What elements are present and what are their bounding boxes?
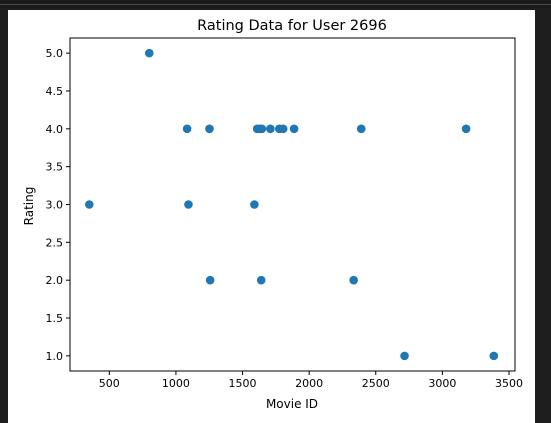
data-point — [278, 124, 288, 134]
x-tick-label: 1000 — [162, 377, 190, 390]
data-point — [489, 351, 499, 361]
figure-canvas: Rating Data for User 2696 500 1000 1500 200… — [8, 10, 535, 423]
window-top-border — [0, 4, 551, 5]
axes-frame — [69, 37, 516, 372]
data-point — [144, 48, 154, 58]
x-tick-label: 1500 — [229, 377, 257, 390]
data-point — [182, 124, 192, 134]
y-tick-label: 2.5 — [46, 236, 64, 249]
data-point — [266, 124, 275, 134]
chart-title: Rating Data for User 2696 — [197, 18, 387, 34]
data-point — [205, 275, 215, 285]
x-tick-label: 2500 — [362, 377, 390, 390]
y-tick-label: 1.0 — [46, 350, 64, 363]
data-point — [356, 124, 366, 134]
y-tick-label: 3.5 — [46, 161, 64, 174]
x-axis-label: Movie ID — [266, 397, 318, 411]
data-point — [256, 275, 266, 285]
y-tick-label: 2.0 — [46, 274, 64, 287]
scatter-chart: Rating Data for User 2696 500 1000 1500 200… — [22, 18, 524, 411]
y-tick-label: 1.5 — [46, 312, 64, 325]
y-tick-label: 5.0 — [46, 47, 64, 60]
y-tick-label: 4.0 — [46, 123, 64, 136]
x-tick-label: 3000 — [428, 377, 456, 390]
data-point — [289, 124, 299, 134]
data-point — [461, 124, 471, 134]
data-point — [184, 200, 193, 209]
plot-area: 500 1000 1500 2000 2500 3000 3500 1.0 1.5 2.0 2.5 3… — [46, 47, 524, 390]
data-point — [349, 275, 358, 285]
x-tick-label: 3500 — [495, 377, 523, 390]
data-point — [257, 124, 267, 134]
x-tick-label: 2000 — [295, 377, 323, 390]
data-point — [205, 124, 214, 134]
y-tick-label: 3.0 — [46, 199, 64, 212]
data-point — [85, 200, 94, 209]
data-point — [250, 200, 259, 209]
y-axis-label: Rating — [22, 187, 36, 226]
data-point — [400, 351, 409, 361]
x-tick-label: 500 — [99, 377, 120, 390]
y-tick-label: 4.5 — [46, 85, 64, 98]
